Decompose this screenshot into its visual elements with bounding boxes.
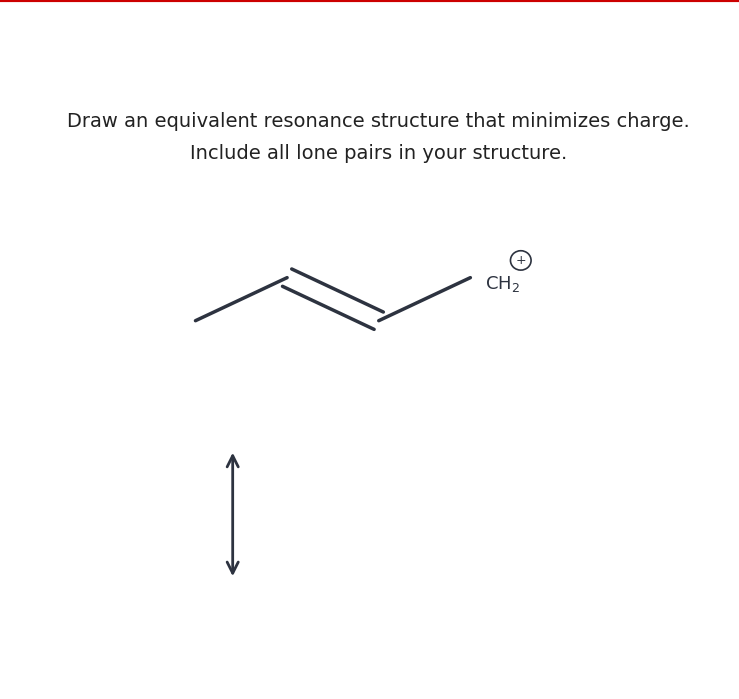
Text: CH$_2$: CH$_2$: [485, 274, 520, 294]
Text: Include all lone pairs in your structure.: Include all lone pairs in your structure…: [190, 145, 568, 164]
Text: Draw an equivalent resonance structure that minimizes charge.: Draw an equivalent resonance structure t…: [67, 112, 690, 131]
Text: +: +: [516, 254, 526, 267]
